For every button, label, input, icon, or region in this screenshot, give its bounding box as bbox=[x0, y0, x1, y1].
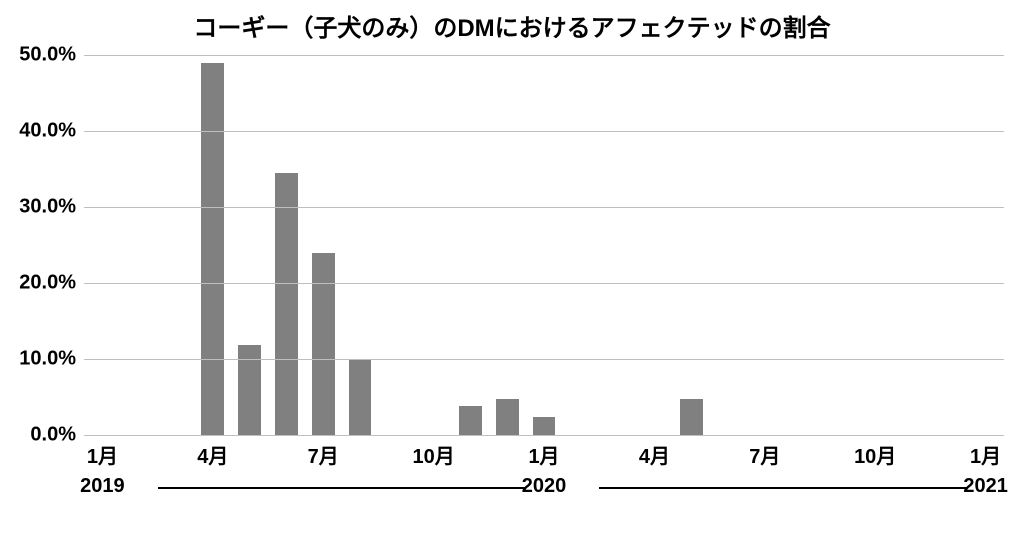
bar bbox=[275, 173, 298, 435]
year-span-line bbox=[158, 487, 526, 489]
year-label: 2019 bbox=[80, 475, 125, 498]
bar bbox=[533, 417, 556, 435]
gridline bbox=[84, 55, 1004, 56]
bar bbox=[349, 359, 372, 435]
year-span-line bbox=[599, 487, 967, 489]
chart-title: コーギー（子犬のみ）のDMにおけるアフェクテッドの割合 bbox=[0, 8, 1024, 43]
bar bbox=[312, 253, 335, 435]
y-tick-label: 30.0% bbox=[19, 196, 76, 219]
gridline bbox=[84, 435, 1004, 436]
y-tick-label: 40.0% bbox=[19, 120, 76, 143]
bar bbox=[459, 406, 482, 435]
plot-area bbox=[84, 55, 1004, 435]
gridline bbox=[84, 283, 1004, 284]
x-tick-label: 10月 bbox=[412, 440, 454, 469]
x-tick-label: 4月 bbox=[639, 440, 670, 469]
x-tick-label: 1月 bbox=[87, 440, 118, 469]
gridline bbox=[84, 207, 1004, 208]
gridline bbox=[84, 131, 1004, 132]
x-tick-label: 7月 bbox=[308, 440, 339, 469]
x-tick-label: 4月 bbox=[197, 440, 228, 469]
x-tick-label: 7月 bbox=[749, 440, 780, 469]
bar bbox=[680, 399, 703, 435]
x-tick-label: 1月 bbox=[528, 440, 559, 469]
bar bbox=[201, 63, 224, 435]
year-label: 2021 bbox=[963, 475, 1008, 498]
y-tick-label: 0.0% bbox=[30, 424, 76, 447]
y-tick-label: 10.0% bbox=[19, 348, 76, 371]
y-tick-label: 50.0% bbox=[19, 44, 76, 67]
year-row: 201920202021 bbox=[84, 475, 1004, 505]
x-tick-label: 10月 bbox=[854, 440, 896, 469]
bars-layer bbox=[84, 55, 1004, 435]
y-tick-label: 20.0% bbox=[19, 272, 76, 295]
bar bbox=[496, 399, 519, 435]
chart: コーギー（子犬のみ）のDMにおけるアフェクテッドの割合 1月 4月 7月 10月 1月 4… bbox=[0, 0, 1024, 533]
year-label: 2020 bbox=[522, 475, 567, 498]
gridline bbox=[84, 359, 1004, 360]
x-tick-label: 1月 bbox=[970, 440, 1001, 469]
